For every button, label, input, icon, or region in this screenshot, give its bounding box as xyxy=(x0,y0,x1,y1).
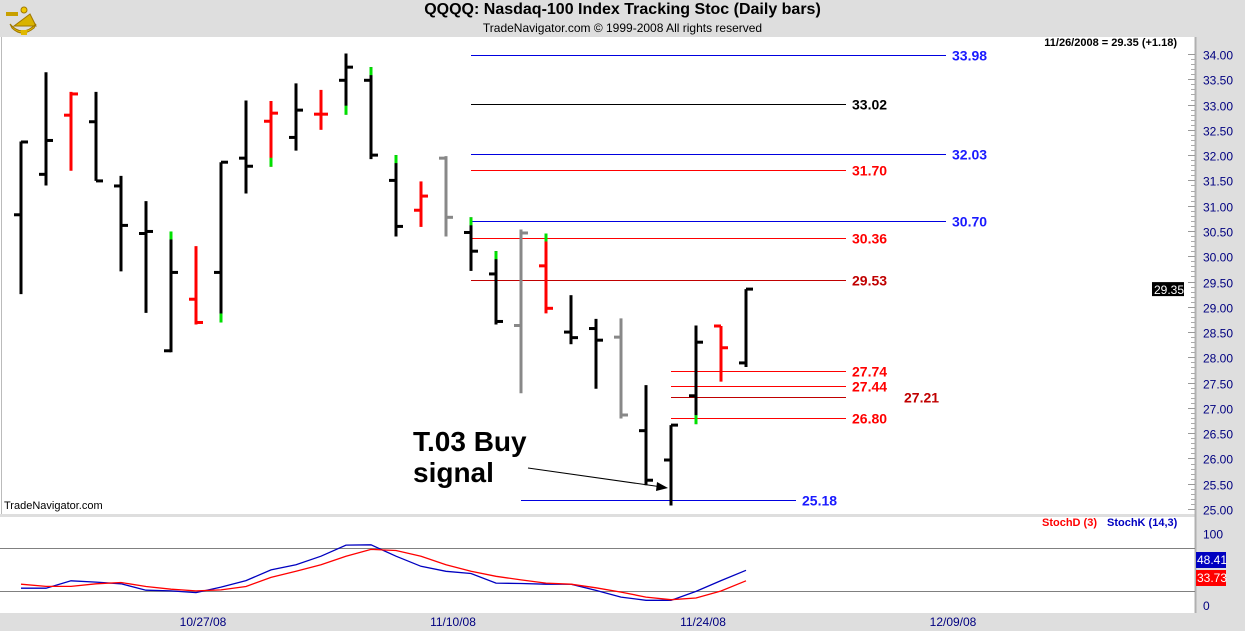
price-tick-label: 33.50 xyxy=(1203,74,1233,88)
price-tick-label: 31.50 xyxy=(1203,175,1233,189)
price-bar xyxy=(439,156,453,237)
price-bar xyxy=(539,233,553,314)
price-bar xyxy=(264,101,278,167)
price-tick-label: 30.50 xyxy=(1203,226,1233,240)
price-bar xyxy=(589,318,603,389)
price-bar xyxy=(164,231,178,353)
date-tick-label: 11/24/08 xyxy=(680,615,726,629)
stochastic-lines: 100 0 48.41 33.73 xyxy=(0,527,1227,613)
price-bar xyxy=(614,318,628,419)
price-tick-label: 28.50 xyxy=(1203,327,1233,341)
price-tick-label: 32.00 xyxy=(1203,150,1233,164)
price-tick-label: 27.50 xyxy=(1203,378,1233,392)
level-label: 25.18 xyxy=(802,493,837,509)
stoch-tick-label: 100 xyxy=(1203,527,1223,541)
last-price-label: 29.35 xyxy=(1154,283,1184,297)
buy-signal-annotation: T.03 Buy signal xyxy=(413,426,527,488)
date-axis: 10/27/08 11/10/08 11/24/08 12/09/08 xyxy=(180,615,977,629)
last-quote: 11/26/2008 = 29.35 (+1.18) xyxy=(1044,37,1177,49)
stochd-line xyxy=(20,548,747,601)
level-label: 30.70 xyxy=(952,214,987,230)
legend-stochk: StochK (14,3) xyxy=(1107,517,1178,529)
stoch-tick-label: 0 xyxy=(1203,599,1210,613)
price-bar xyxy=(664,423,678,506)
price-tick-label: 32.50 xyxy=(1203,125,1233,139)
price-tick-label: 30.00 xyxy=(1203,251,1233,265)
price-tick-label: 29.50 xyxy=(1203,277,1233,291)
price-bar xyxy=(189,246,203,325)
level-label: 29.53 xyxy=(852,273,887,289)
level-label: 33.02 xyxy=(852,97,887,113)
date-tick-label: 10/27/08 xyxy=(180,615,227,629)
price-bars xyxy=(14,53,753,506)
level-label: 31.70 xyxy=(852,163,887,179)
price-tick-label: 27.00 xyxy=(1203,403,1233,417)
stoch-value-tag xyxy=(1196,552,1226,568)
price-bar xyxy=(489,251,503,325)
price-bar xyxy=(139,201,153,313)
price-bar xyxy=(464,217,478,271)
stoch-value-tag xyxy=(1196,570,1226,586)
chart-title: QQQQ: Nasdaq-100 Index Tracking Stoc (Da… xyxy=(424,1,821,18)
chart-subtitle: TradeNavigator.com © 1999-2008 All right… xyxy=(482,21,763,35)
price-tick-label: 31.00 xyxy=(1203,201,1233,215)
sextant-icon xyxy=(6,6,37,35)
price-bar xyxy=(339,53,353,115)
annotation-line-2: signal xyxy=(413,457,494,488)
date-tick-label: 12/09/08 xyxy=(930,615,977,629)
level-label: 32.03 xyxy=(952,147,987,163)
price-bar xyxy=(564,295,578,345)
price-tick-label: 33.00 xyxy=(1203,100,1233,114)
price-levels: 33.98 33.02 32.03 31.70 30.70 30.36 29.53 27.74… xyxy=(471,48,987,509)
price-bar xyxy=(239,100,253,194)
price-tick-label: 25.50 xyxy=(1203,479,1233,493)
level-label: 33.98 xyxy=(952,48,987,64)
price-bar xyxy=(314,89,328,130)
price-bar xyxy=(64,91,78,171)
price-tick-label: 26.00 xyxy=(1203,453,1233,467)
price-bar xyxy=(89,91,103,183)
price-bar xyxy=(639,385,653,486)
price-tick-label: 28.00 xyxy=(1203,352,1233,366)
stoch-value-label: 48.41 xyxy=(1197,553,1227,567)
price-axis: 34.00 33.50 33.00 32.50 32.00 31.50 31.00 30.50… xyxy=(1152,49,1233,518)
price-tick-label: 25.00 xyxy=(1203,504,1233,518)
watermark: TradeNavigator.com xyxy=(4,500,103,512)
price-bar xyxy=(14,140,28,295)
buy-signal-arrow xyxy=(527,467,668,491)
level-label: 27.21 xyxy=(904,390,939,406)
price-bar xyxy=(114,175,128,272)
price-bar xyxy=(689,325,703,425)
price-bar xyxy=(714,324,728,382)
level-label: 30.36 xyxy=(852,231,887,247)
price-panel xyxy=(0,37,1195,514)
price-tick-label: 34.00 xyxy=(1203,49,1233,63)
level-label: 27.74 xyxy=(852,364,887,380)
date-tick-label: 11/10/08 xyxy=(430,615,476,629)
price-bar xyxy=(214,160,228,323)
stoch-value-label: 33.73 xyxy=(1197,571,1227,585)
legend-stochd: StochD (3) xyxy=(1042,517,1097,529)
level-label: 26.80 xyxy=(852,411,887,427)
price-bar xyxy=(739,287,753,367)
price-tick-label: 29.00 xyxy=(1203,302,1233,316)
level-label: 27.44 xyxy=(852,379,887,395)
price-bar xyxy=(39,72,53,186)
price-bar xyxy=(389,155,403,237)
stoch-panel xyxy=(0,517,1195,613)
price-bar xyxy=(289,83,303,151)
price-bar xyxy=(364,67,378,160)
price-tick-label: 26.50 xyxy=(1203,428,1233,442)
price-bar xyxy=(414,181,428,227)
annotation-line-1: T.03 Buy xyxy=(413,426,527,457)
last-price-tag xyxy=(1152,282,1184,297)
price-bar xyxy=(514,229,528,394)
